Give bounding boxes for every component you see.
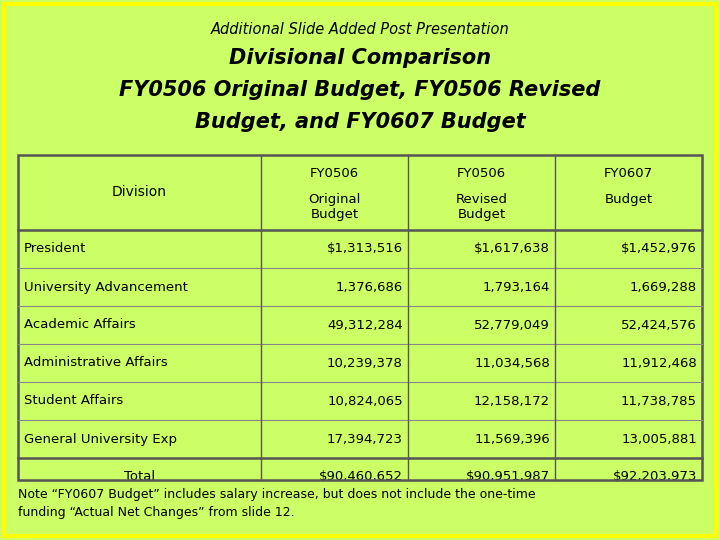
- Text: $90,951,987: $90,951,987: [466, 470, 550, 483]
- Text: 49,312,284: 49,312,284: [327, 319, 403, 332]
- Text: 10,239,378: 10,239,378: [327, 356, 403, 369]
- Text: 11,569,396: 11,569,396: [474, 433, 550, 446]
- Text: FY0607: FY0607: [604, 167, 653, 180]
- Text: Budget: Budget: [604, 193, 652, 206]
- Text: Total: Total: [124, 470, 155, 483]
- Text: 10,824,065: 10,824,065: [328, 395, 403, 408]
- Text: 17,394,723: 17,394,723: [327, 433, 403, 446]
- Text: $1,452,976: $1,452,976: [621, 242, 697, 255]
- Text: $1,617,638: $1,617,638: [474, 242, 550, 255]
- Text: 11,912,468: 11,912,468: [621, 356, 697, 369]
- Text: FY0506: FY0506: [310, 167, 359, 180]
- Text: 12,158,172: 12,158,172: [474, 395, 550, 408]
- Text: 52,424,576: 52,424,576: [621, 319, 697, 332]
- Text: FY0506: FY0506: [457, 167, 506, 180]
- Text: FY0506 Original Budget, FY0506 Revised: FY0506 Original Budget, FY0506 Revised: [120, 80, 600, 100]
- Text: University Advancement: University Advancement: [24, 280, 188, 294]
- Text: Revised
Budget: Revised Budget: [456, 193, 508, 221]
- Text: funding “Actual Net Changes” from slide 12.: funding “Actual Net Changes” from slide …: [18, 506, 294, 519]
- Text: Division: Division: [112, 186, 167, 199]
- Text: Academic Affairs: Academic Affairs: [24, 319, 136, 332]
- Text: $1,313,516: $1,313,516: [327, 242, 403, 255]
- Text: Administrative Affairs: Administrative Affairs: [24, 356, 168, 369]
- Text: 1,376,686: 1,376,686: [336, 280, 403, 294]
- Text: 13,005,881: 13,005,881: [621, 433, 697, 446]
- Text: Student Affairs: Student Affairs: [24, 395, 123, 408]
- Bar: [18, 155, 702, 480]
- Text: 11,034,568: 11,034,568: [474, 356, 550, 369]
- Text: Original
Budget: Original Budget: [308, 193, 361, 221]
- Text: 1,793,164: 1,793,164: [482, 280, 550, 294]
- Text: Additional Slide Added Post Presentation: Additional Slide Added Post Presentation: [211, 22, 509, 37]
- Text: Budget, and FY0607 Budget: Budget, and FY0607 Budget: [194, 112, 526, 132]
- Text: $90,460,652: $90,460,652: [319, 470, 403, 483]
- Text: $92,203,973: $92,203,973: [613, 470, 697, 483]
- Text: Divisional Comparison: Divisional Comparison: [229, 48, 491, 68]
- Text: 11,738,785: 11,738,785: [621, 395, 697, 408]
- Text: Note “FY0607 Budget” includes salary increase, but does not include the one-time: Note “FY0607 Budget” includes salary inc…: [18, 488, 536, 501]
- Text: General University Exp: General University Exp: [24, 433, 177, 446]
- Text: President: President: [24, 242, 86, 255]
- Text: 1,669,288: 1,669,288: [630, 280, 697, 294]
- Text: 52,779,049: 52,779,049: [474, 319, 550, 332]
